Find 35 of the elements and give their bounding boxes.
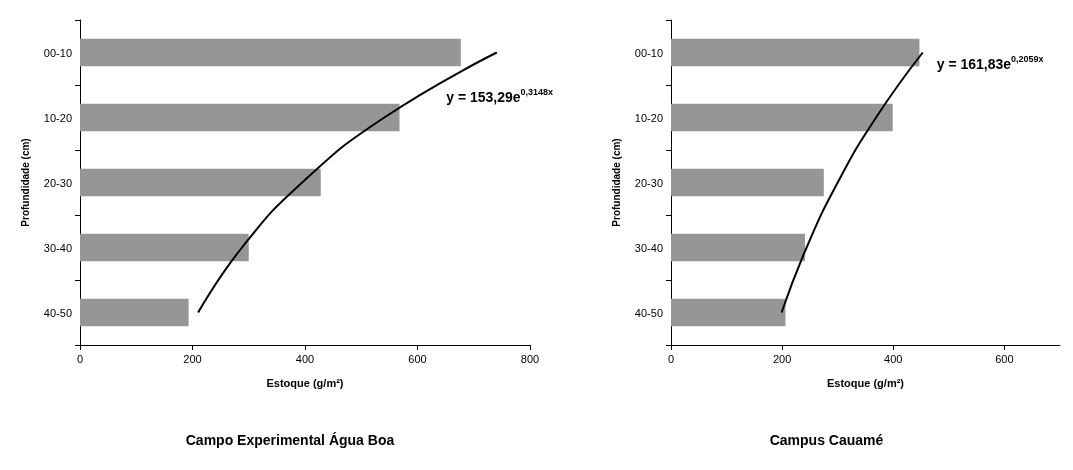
y-tick-label: 20-30 [634, 176, 663, 189]
text: Campo Experimental Água Boa [185, 432, 395, 448]
x-tick-label: 200 [183, 352, 202, 365]
bar [671, 168, 824, 197]
y-axis-title: Profundidade (cm) [19, 138, 31, 227]
bar [671, 233, 805, 262]
y-tick-label: 40-50 [634, 306, 663, 319]
x-tick-label: 400 [884, 352, 903, 365]
x-tick-label: 800 [520, 352, 540, 365]
x-axis-title: Estoque (g/m²) [266, 376, 344, 389]
y-tick-label: 40-50 [43, 306, 72, 319]
bar [671, 38, 920, 67]
bar [80, 103, 400, 132]
y-tick-label: 00-10 [634, 46, 663, 59]
y-tick-label: 20-30 [43, 176, 72, 189]
x-tick-label: 600 [408, 352, 427, 365]
y-tick-label: 10-20 [43, 111, 72, 124]
bar [80, 38, 461, 67]
y-tick-label: 10-20 [634, 111, 663, 124]
x-axis-title: Estoque (g/m²) [827, 376, 905, 389]
bar [671, 298, 786, 327]
x-tick-label: 400 [295, 352, 315, 365]
y-tick-label: 30-40 [43, 241, 72, 254]
y-tick-label: 00-10 [43, 46, 72, 59]
x-tick-label: 0 [76, 352, 84, 365]
x-tick-label: 600 [995, 352, 1014, 365]
text: Campus Cauamé [769, 432, 884, 448]
bar [80, 298, 189, 327]
y-axis-title: Profundidade (cm) [610, 138, 622, 227]
bar [80, 168, 321, 197]
bar [80, 233, 249, 262]
x-tick-label: 0 [667, 352, 675, 365]
x-tick-label: 200 [772, 352, 792, 365]
bar [671, 103, 893, 132]
y-tick-label: 30-40 [634, 241, 663, 254]
